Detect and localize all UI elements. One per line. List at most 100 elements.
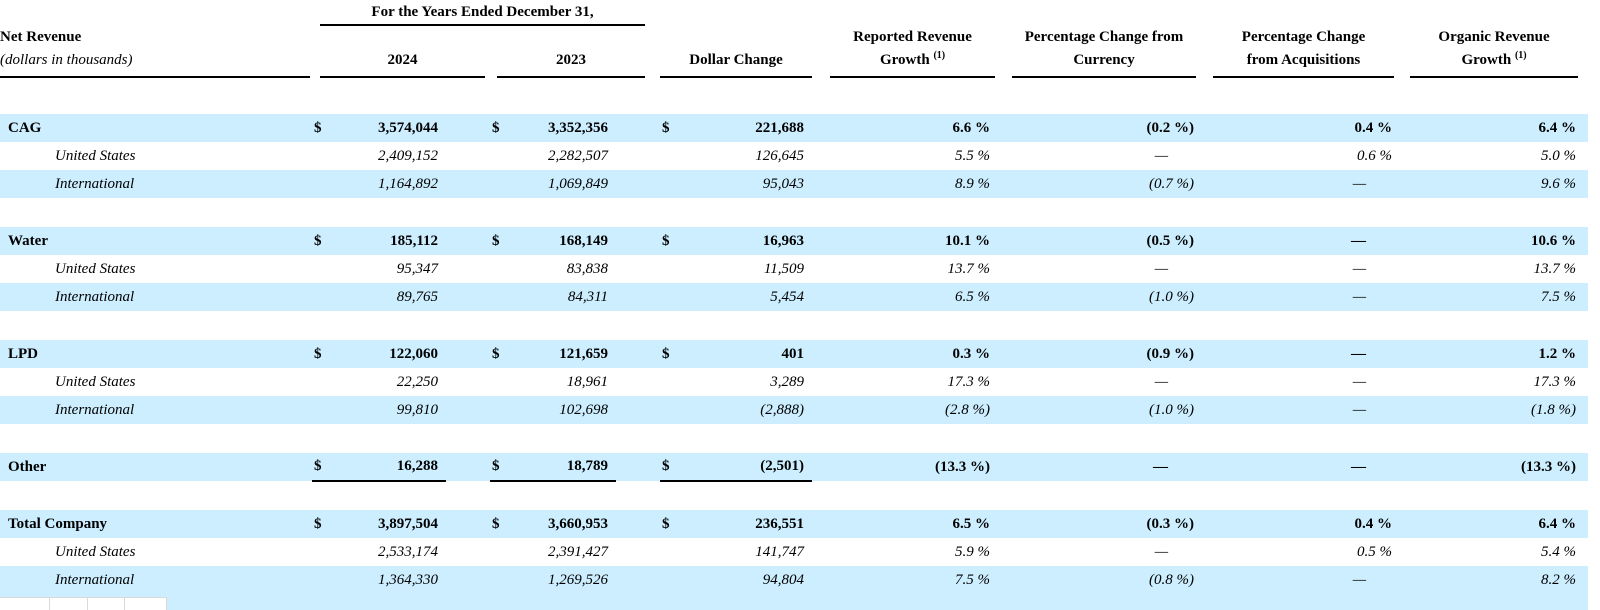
footnote-marker: (1) (933, 50, 946, 61)
value-dollar-change: (2,501) (682, 453, 813, 482)
pct-change-acquisitions: 0.4 % (1202, 510, 1401, 538)
dollar-sign-change: $ (660, 453, 683, 482)
value-2023: 2,391,427 (548, 543, 608, 560)
dollar-sign-2024 (312, 538, 334, 566)
spacer-cell (616, 510, 661, 538)
dollar-sign-2023 (490, 255, 512, 283)
dollar-sign-2023: $ (490, 340, 512, 368)
table-row: United States 2,409,152 2,282,507 126,645 5.… (0, 142, 1588, 170)
dollar-sign-2023 (490, 396, 512, 424)
table-row: Water $185,112 $168,149 $16,963 10.1 % (0.5 %… (0, 227, 1589, 255)
gap-cell (0, 311, 1588, 340)
value-2024: 3,574,044 (334, 114, 446, 142)
spacer-cell (446, 453, 490, 481)
spacer-cell (446, 170, 490, 198)
spacer-cell (616, 538, 660, 566)
table-row: International 1,364,330 1,269,526 94,804 7.5… (0, 566, 1589, 594)
pct-organic-growth: 13.7 % (1533, 260, 1577, 277)
pct-change-currency: — (1154, 373, 1169, 390)
value-2023: 84,311 (512, 283, 616, 311)
dollar-sign-2024 (312, 170, 334, 198)
row-label: United States (55, 260, 136, 277)
value-2023: 168,149 (512, 227, 616, 255)
value-2023: 1,269,526 (512, 566, 616, 594)
spacer-cell (616, 368, 660, 396)
spacer-cell (616, 566, 661, 594)
pct-organic-growth: 5.4 % (1541, 543, 1577, 560)
dollar-sign-change: $ (660, 510, 683, 538)
value-2024: 16,288 (334, 453, 446, 482)
row-label: Other (0, 453, 312, 481)
dollar-sign-change (660, 170, 683, 198)
value-2023: 18,789 (512, 453, 616, 482)
value-dollar-change: 94,804 (682, 566, 813, 594)
header-line: from Acquisitions (1246, 52, 1361, 68)
dollar-sign-change (660, 368, 682, 396)
gap-row (0, 311, 1588, 340)
dollar-sign-2024: $ (312, 340, 334, 368)
pct-reported-growth: 10.1 % (812, 227, 999, 255)
value-2024: 22,250 (396, 373, 438, 390)
column-header-dollar-change: Dollar Change (660, 26, 813, 78)
dollar-sign-change: $ (660, 227, 683, 255)
pct-change-currency: — (998, 453, 1203, 481)
row-label: International (0, 283, 312, 311)
pct-organic-growth: 6.4 % (1400, 510, 1589, 538)
dollar-sign-2024 (312, 566, 334, 594)
table-row: LPD $122,060 $121,659 $401 0.3 % (0.9 %) —1.2 … (0, 340, 1589, 368)
table-row: Total Company $3,897,504 $3,660,953 $236,55… (0, 510, 1589, 538)
row-label: CAG (0, 114, 312, 142)
value-dollar-change: 16,963 (682, 227, 813, 255)
pct-change-acquisitions: 0.6 % (1357, 147, 1393, 164)
spacer-cell (446, 566, 490, 594)
column-header-2023: 2023 (490, 26, 660, 78)
table-row: United States 95,347 83,838 11,509 13.7 % — — 1… (0, 255, 1588, 283)
row-label: United States (55, 147, 136, 164)
pct-organic-growth: 8.2 % (1400, 566, 1589, 594)
value-2024: 1,164,892 (334, 170, 446, 198)
gap-row (0, 481, 1588, 510)
row-label: LPD (0, 340, 312, 368)
value-dollar-change: 236,551 (682, 510, 813, 538)
column-header-organic-growth: Organic Revenue Growth (1) (1400, 26, 1588, 78)
dollar-sign-2024: $ (312, 510, 334, 538)
pct-change-acquisitions: — (1202, 170, 1401, 198)
footnote-marker: (1) (1514, 50, 1527, 61)
header-line: Percentage Change from (1024, 29, 1184, 45)
partial-next-row-strip (0, 594, 1588, 610)
table-row: CAG $3,574,044 $3,352,356 $221,688 6.6 % (0.2… (0, 114, 1589, 142)
partial-cell (0, 597, 50, 610)
spacer-cell (446, 368, 490, 396)
spacer-cell (0, 0, 312, 26)
pct-organic-growth: (1.8 %) (1400, 396, 1589, 424)
value-dollar-change: 11,509 (763, 260, 805, 277)
dollar-sign-change (660, 566, 683, 594)
column-header-2024: 2024 (312, 26, 490, 78)
pct-change-currency: (0.8 %) (998, 566, 1203, 594)
pct-change-acquisitions: 0.4 % (1202, 114, 1401, 142)
table-row: International 89,765 84,311 5,454 6.5 % (1.0 … (0, 283, 1589, 311)
partial-cell (49, 597, 88, 610)
pct-organic-growth: 1.2 % (1400, 340, 1589, 368)
pct-change-currency: (1.0 %) (998, 283, 1203, 311)
row-label: United States (55, 543, 136, 560)
value-dollar-change: 95,043 (682, 170, 813, 198)
dollar-sign-change (660, 538, 682, 566)
header-line: Growth (1) (879, 50, 946, 69)
pct-change-acquisitions: — (1202, 227, 1401, 255)
pct-organic-growth: (13.3 %) (1400, 453, 1589, 481)
row-label: United States (55, 373, 136, 390)
pct-change-currency: (0.9 %) (998, 340, 1203, 368)
pct-reported-growth: 6.5 % (812, 510, 999, 538)
dollar-sign-2023: $ (490, 510, 512, 538)
spacer-cell (616, 114, 661, 142)
gap-cell (0, 481, 1588, 510)
row-label: Total Company (0, 510, 312, 538)
value-2024: 122,060 (334, 340, 446, 368)
pct-change-acquisitions: 0.5 % (1357, 543, 1393, 560)
dollar-sign-2024: $ (312, 114, 334, 142)
header-line: Organic Revenue (1438, 29, 1550, 45)
row-label: International (0, 396, 312, 424)
spacer-cell (616, 340, 661, 368)
